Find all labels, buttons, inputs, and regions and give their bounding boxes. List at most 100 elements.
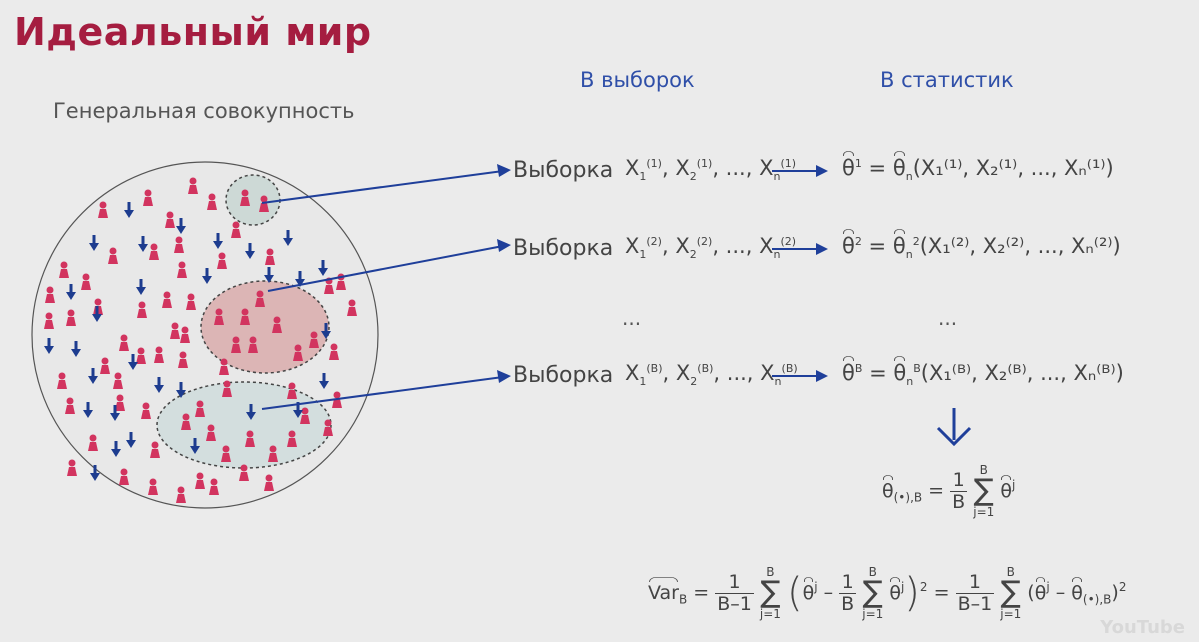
person-icon: [255, 290, 265, 307]
slide-title: Идеальный мир: [14, 10, 372, 54]
blue-marker-icon: [92, 306, 102, 322]
blue-marker-icon: [293, 402, 303, 418]
person-icon: [177, 261, 187, 278]
blue-marker-icon: [128, 354, 138, 370]
person-icon: [323, 419, 333, 436]
person-icon: [240, 189, 250, 206]
blue-marker-icon: [90, 465, 100, 481]
blue-marker-icon: [83, 402, 93, 418]
person-icon: [141, 402, 151, 419]
row-2-arrowhead: [816, 243, 828, 255]
down-arrowhead: [936, 426, 972, 447]
sample-b-arrowhead: [497, 370, 511, 383]
blue-marker-icon: [44, 338, 54, 354]
person-icon: [221, 445, 231, 462]
row-b-arrowhead: [816, 370, 828, 382]
sample-2-ellipse: [200, 280, 330, 374]
sample-values-2: X1(2), X2(2), ..., Xn(2): [625, 234, 797, 262]
person-icon: [88, 434, 98, 451]
person-icon: [195, 400, 205, 417]
person-icon: [108, 247, 118, 264]
person-icon: [272, 316, 282, 333]
person-icon: [170, 322, 180, 339]
person-icon: [119, 334, 129, 351]
blue-marker-icon: [124, 202, 134, 218]
person-icon: [66, 309, 76, 326]
ellipsis-statistics: ...: [938, 306, 958, 330]
row-1-arrowhead: [816, 165, 828, 177]
person-icon: [59, 261, 69, 278]
blue-marker-icon: [264, 267, 274, 283]
column-heading-samples: B выборок: [580, 68, 695, 92]
sample-2-arrow-line: [267, 245, 504, 292]
person-icon: [245, 430, 255, 447]
person-icon: [162, 291, 172, 308]
person-icon: [332, 391, 342, 408]
blue-marker-icon: [66, 284, 76, 300]
blue-marker-icon: [245, 243, 255, 259]
person-icon: [287, 430, 297, 447]
person-icon: [287, 382, 297, 399]
statistic-2: θ2 = θn2(X₁⁽²⁾, X₂⁽²⁾, ..., Xₙ⁽²⁾): [842, 234, 1121, 262]
sample-values-1: X1(1), X2(1), ..., Xn(1): [625, 156, 797, 184]
blue-marker-icon: [213, 233, 223, 249]
blue-marker-icon: [88, 368, 98, 384]
blue-marker-icon: [126, 432, 136, 448]
person-icon: [181, 413, 191, 430]
person-icon: [148, 478, 158, 495]
person-icon: [45, 286, 55, 303]
person-icon: [154, 346, 164, 363]
person-icon: [268, 445, 278, 462]
person-icon: [100, 357, 110, 374]
person-icon: [136, 347, 146, 364]
person-icon: [186, 293, 196, 310]
person-icon: [214, 308, 224, 325]
blue-marker-icon: [71, 341, 81, 357]
person-icon: [98, 201, 108, 218]
person-icon: [329, 343, 339, 360]
person-icon: [137, 301, 147, 318]
youtube-watermark: YouTube: [1100, 617, 1185, 638]
person-icon: [165, 211, 175, 228]
person-icon: [259, 195, 269, 212]
blue-marker-icon: [319, 373, 329, 389]
person-icon: [239, 464, 249, 481]
person-icon: [195, 472, 205, 489]
person-icon: [293, 344, 303, 361]
person-icon: [219, 358, 229, 375]
person-icon: [209, 478, 219, 495]
population-label: Генеральная совокупность: [53, 99, 355, 123]
person-icon: [149, 243, 159, 260]
blue-marker-icon: [295, 271, 305, 287]
sample-1-arrowhead: [497, 164, 511, 177]
sample-label-1: Выборка: [513, 158, 614, 183]
sample-label-b: Выборка: [513, 363, 614, 388]
statistic-b: θB = θnB(X₁⁽ᴮ⁾, X₂⁽ᴮ⁾, ..., Xₙ⁽ᴮ⁾): [842, 361, 1124, 389]
blue-marker-icon: [176, 382, 186, 398]
sample-arrows: [261, 164, 972, 447]
person-icon: [217, 252, 227, 269]
blue-marker-icon: [321, 323, 331, 339]
person-icon: [207, 193, 217, 210]
person-icon: [231, 336, 241, 353]
person-icon: [178, 351, 188, 368]
person-icon: [67, 459, 77, 476]
column-heading-statistics: B статистик: [880, 68, 1014, 92]
person-icon: [119, 468, 129, 485]
person-icon: [174, 236, 184, 253]
statistic-1: θ1 = θn(X₁⁽¹⁾, X₂⁽¹⁾, ..., Xₙ⁽¹⁾): [842, 156, 1114, 184]
sample-values-b: X1(B), X2(B), ..., Xn(B): [625, 361, 798, 389]
person-icon: [309, 331, 319, 348]
person-icon: [206, 424, 216, 441]
ellipsis-samples: ...: [622, 306, 642, 330]
person-icon: [180, 326, 190, 343]
person-icon: [231, 221, 241, 238]
person-icon: [347, 299, 357, 316]
sample-1-ellipse: [225, 174, 281, 226]
blue-marker-icon: [190, 438, 200, 454]
blue-marker-icon: [202, 268, 212, 284]
person-icon: [150, 441, 160, 458]
